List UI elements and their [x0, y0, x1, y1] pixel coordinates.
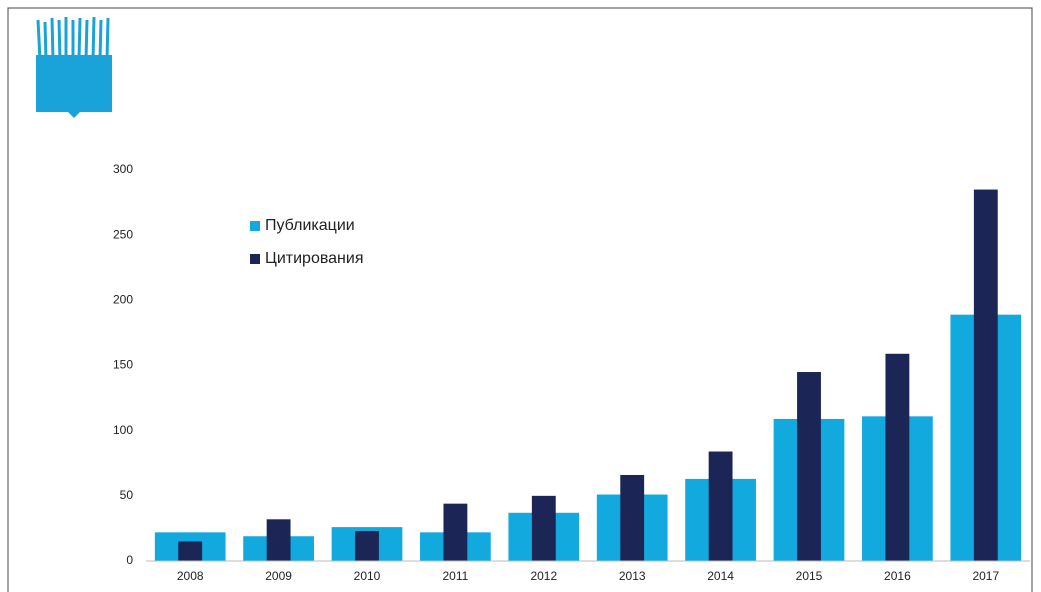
y-tick-label: 100 — [113, 423, 133, 437]
y-tick-label: 200 — [113, 293, 133, 307]
bar — [531, 495, 556, 561]
legend-swatch — [250, 221, 260, 231]
x-tick-label: 2015 — [796, 569, 823, 583]
x-tick-label: 2017 — [972, 569, 999, 583]
bar — [620, 474, 645, 561]
bar — [708, 451, 733, 561]
x-tick-label: 2016 — [884, 569, 911, 583]
x-tick-label: 2014 — [707, 569, 734, 583]
bar — [178, 541, 203, 561]
y-tick-label: 300 — [113, 162, 133, 176]
x-tick-label: 2013 — [619, 569, 646, 583]
legend-label: Публикации — [265, 217, 355, 234]
bar — [797, 372, 821, 561]
y-tick-label: 250 — [113, 227, 133, 241]
y-tick-label: 150 — [113, 358, 133, 372]
bar — [355, 531, 379, 561]
y-tick-label: 0 — [126, 553, 133, 567]
legend-swatch — [250, 254, 260, 264]
x-tick-label: 2012 — [530, 569, 557, 583]
bar — [266, 519, 291, 561]
bar — [885, 353, 910, 561]
logo — [36, 16, 112, 118]
bar — [443, 503, 468, 561]
x-tick-label: 2009 — [265, 569, 292, 583]
bar — [973, 189, 998, 562]
frame — [7, 7, 1033, 592]
x-tick-label: 2010 — [354, 569, 381, 583]
x-tick-label: 2008 — [177, 569, 204, 583]
x-tick-label: 2011 — [442, 569, 468, 583]
y-tick-label: 50 — [120, 488, 134, 502]
legend-label: Цитирования — [265, 250, 364, 267]
